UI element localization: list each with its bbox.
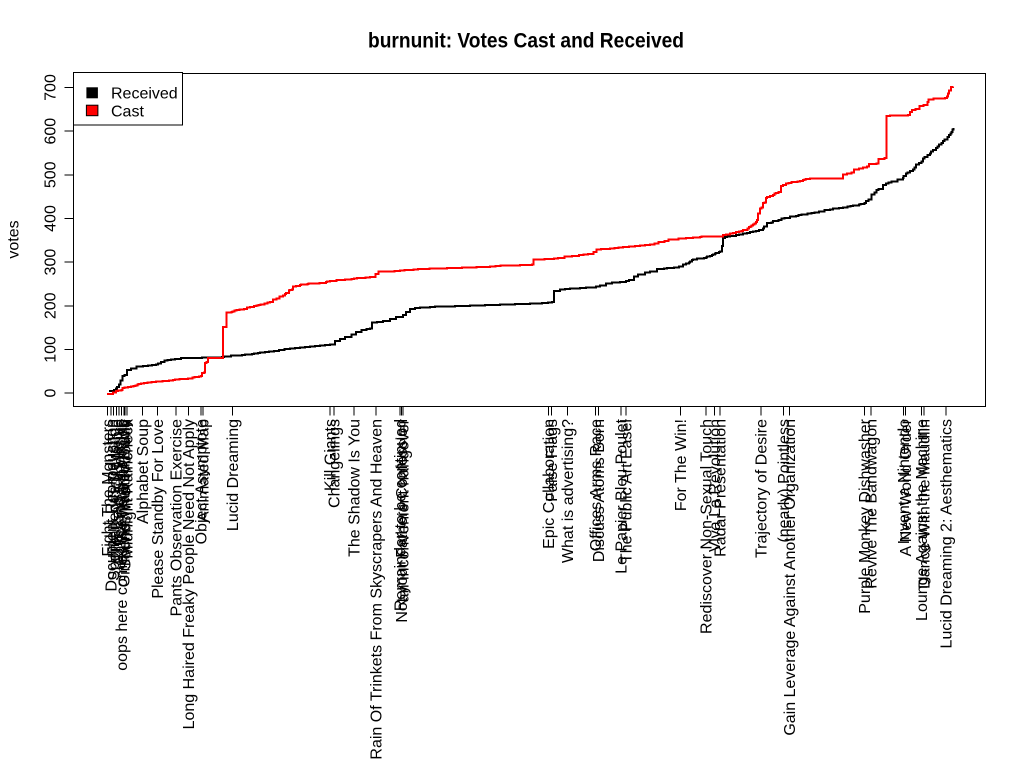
svg-text:Long Haired Freaky People Need: Long Haired Freaky People Need Not Apply [181, 419, 198, 729]
svg-text:Purple Monkey Dishwasher: Purple Monkey Dishwasher [857, 418, 874, 613]
svg-text:For The Win!: For The Win! [673, 419, 690, 511]
svg-text:Offices Arms Race: Offices Arms Race [588, 419, 605, 551]
svg-text:oops here comes the neighborho: oops here comes the neighborhood [114, 419, 131, 671]
svg-text:Le Papier Bleu Poulet: Le Papier Bleu Poulet [613, 418, 630, 573]
svg-text:burnunit: Votes Cast and Recei: burnunit: Votes Cast and Received [368, 29, 684, 53]
svg-text:400: 400 [42, 205, 59, 232]
svg-text:False Flags: False Flags [544, 419, 561, 502]
svg-text:Please Standby For Love: Please Standby For Love [150, 419, 167, 599]
svg-text:300: 300 [42, 249, 59, 276]
svg-text:Remainder to be continued: Remainder to be continued [393, 419, 410, 611]
svg-text:Spontaneous Devotion: Spontaneous Devotion [106, 419, 123, 581]
svg-text:Viva La Revolution: Viva La Revolution [707, 419, 724, 552]
svg-text:votes: votes [6, 220, 23, 258]
svg-text:Girlfriend Wanted Badly: Girlfriend Wanted Badly [116, 419, 133, 587]
svg-text:Rain Of Trinkets From Skyscrap: Rain Of Trinkets From Skyscrapers And He… [369, 419, 386, 760]
svg-text:Fake and Expensive: Fake and Expensive [112, 419, 129, 564]
svg-text:Animated Map: Animated Map [196, 419, 213, 522]
svg-text:an inconvenient hangover: an inconvenient hangover [395, 418, 412, 602]
svg-text:Cast: Cast [111, 103, 144, 120]
svg-text:Gain Leverage Against Another: Gain Leverage Against Another Organizati… [782, 419, 799, 736]
svg-text:Kill Giants: Kill Giants [322, 419, 339, 491]
svg-text:Pants Observation Exercise: Pants Observation Exercise [169, 419, 186, 617]
svg-text:0: 0 [42, 389, 59, 398]
svg-text:600: 600 [42, 118, 59, 145]
svg-text:Lounge Against the Machine: Lounge Against the Machine [914, 419, 931, 621]
svg-text:700: 700 [42, 74, 59, 101]
svg-text:500: 500 [42, 161, 59, 188]
svg-text:200: 200 [42, 292, 59, 319]
svg-text:Revive The Bandwagon: Revive The Bandwagon [864, 419, 881, 589]
svg-text:The Shadow Is You: The Shadow Is You [347, 419, 364, 557]
svg-text:A New World Order: A New World Order [898, 418, 915, 556]
svg-text:Dance With the Maudlin: Dance With the Maudlin [917, 419, 934, 589]
svg-text:The Keys Of Marble: The Keys Of Marble [109, 419, 126, 561]
svg-text:Epic Collaboration: Epic Collaboration [541, 419, 558, 549]
svg-text:Alphabet Soup: Alphabet Soup [135, 419, 152, 524]
svg-text:Lucid Dreaming 2: Aesthematics: Lucid Dreaming 2: Aesthematics [938, 419, 955, 648]
svg-text:Object Asymptote: Object Asymptote [194, 419, 211, 544]
svg-text:Sounds Went Around: Sounds Went Around [118, 419, 135, 570]
svg-text:Discuss Atoms Born: Discuss Atoms Born [591, 419, 608, 562]
svg-text:Rediscover Non-Sexual Touch: Rediscover Non-Sexual Touch [698, 419, 715, 634]
svg-text:The Public Art Easel: The Public Art Easel [618, 419, 635, 563]
svg-text:Midnight Raincheck: Midnight Raincheck [119, 418, 136, 559]
svg-text:Lucid Dreaming: Lucid Dreaming [225, 419, 242, 531]
svg-text:Invent a Nintendo: Invent a Nintendo [896, 419, 913, 545]
svg-text:Changelings: Changelings [326, 419, 343, 508]
svg-text:Trajectory of Desire: Trajectory of Desire [753, 419, 770, 558]
svg-text:What is advertising?: What is advertising? [560, 419, 577, 563]
svg-text:Received: Received [111, 86, 178, 103]
svg-text:Document Reproduction: Document Reproduction [104, 419, 121, 592]
svg-text:Not your Fathers Confession: Not your Fathers Confession [394, 419, 411, 623]
svg-text:100: 100 [42, 336, 59, 363]
svg-text:Fight The Monsters: Fight The Monsters [100, 419, 117, 557]
svg-text:(nearly) Pointless: (nearly) Pointless [776, 419, 793, 543]
svg-text:Radar Presentation: Radar Presentation [712, 419, 729, 557]
